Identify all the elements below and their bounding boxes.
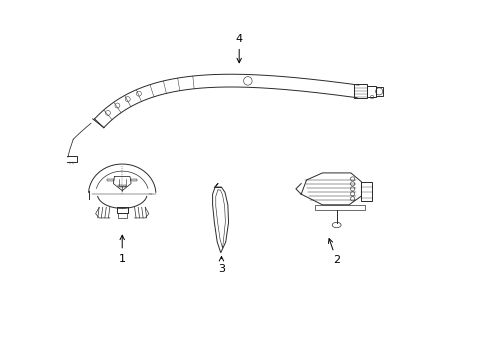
Bar	[375, 87, 382, 96]
Text: 1: 1	[119, 235, 125, 264]
Bar	[64, 156, 77, 162]
Bar	[107, 179, 114, 181]
Bar	[130, 179, 137, 181]
Bar	[366, 86, 375, 97]
Bar	[118, 213, 126, 218]
Text: 4: 4	[235, 34, 242, 63]
Bar	[315, 205, 364, 210]
Bar	[361, 182, 371, 201]
Text: 2: 2	[328, 239, 340, 265]
Text: 3: 3	[218, 257, 224, 274]
Bar	[354, 84, 366, 99]
Bar	[118, 185, 126, 188]
